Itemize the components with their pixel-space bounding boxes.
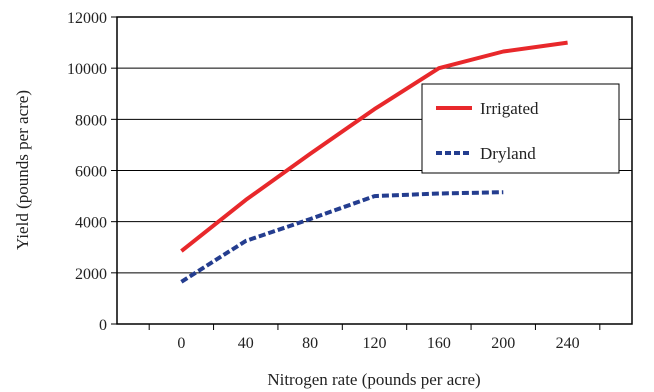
y-tick-label-0: 0 bbox=[99, 317, 107, 334]
legend-label-irrigated: Irrigated bbox=[480, 99, 539, 118]
y-tick-label-2000: 2000 bbox=[75, 266, 107, 283]
x-tick-label-80: 80 bbox=[302, 335, 318, 352]
x-tick-label-40: 40 bbox=[238, 335, 254, 352]
x-axis-ticks: 0 40 80 120 160 200 240 bbox=[148, 324, 601, 352]
y-tick-label-6000: 6000 bbox=[75, 164, 107, 181]
y-tick-label-10000: 10000 bbox=[67, 61, 107, 78]
legend-box bbox=[421, 83, 620, 174]
x-tick-label-160: 160 bbox=[427, 335, 451, 352]
y-tick-label-12000: 12000 bbox=[67, 10, 107, 27]
legend-label-dryland: Dryland bbox=[480, 144, 536, 163]
legend: Irrigated Dryland bbox=[421, 83, 620, 174]
x-tick-label-120: 120 bbox=[363, 335, 387, 352]
x-tick-label-0: 0 bbox=[177, 335, 185, 352]
y-axis-title: Yield (pounds per acre) bbox=[13, 90, 32, 250]
series-line-dryland bbox=[180, 190, 504, 284]
series-lines bbox=[180, 40, 568, 284]
x-axis-title: Nitrogen rate (pounds per acre) bbox=[267, 370, 480, 389]
series-line-irrigated bbox=[180, 40, 568, 253]
y-tick-label-8000: 8000 bbox=[75, 112, 107, 129]
y-tick-label-4000: 4000 bbox=[75, 215, 107, 232]
y-axis-ticks: 0 2000 4000 6000 8000 10000 12000 bbox=[67, 10, 117, 334]
x-tick-label-240: 240 bbox=[556, 335, 580, 352]
x-tick-label-200: 200 bbox=[491, 335, 515, 352]
